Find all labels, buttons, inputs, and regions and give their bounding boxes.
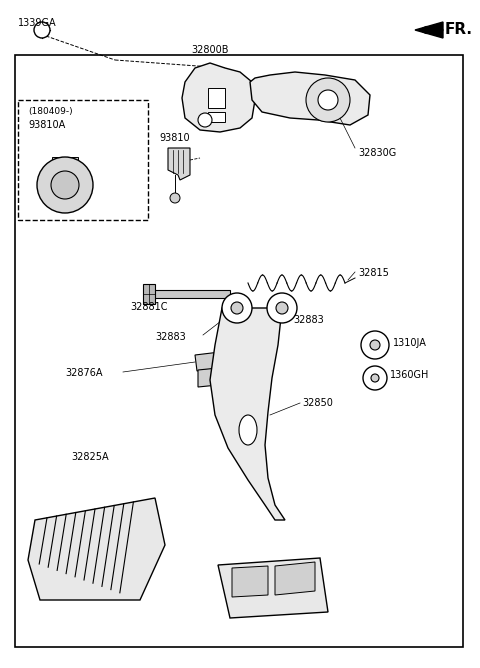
Circle shape [370, 340, 380, 350]
Text: 32815: 32815 [358, 268, 389, 278]
Text: 93810A: 93810A [28, 120, 65, 130]
Circle shape [222, 293, 252, 323]
Circle shape [306, 78, 350, 122]
Polygon shape [210, 308, 285, 520]
Polygon shape [208, 88, 225, 108]
Circle shape [231, 302, 243, 314]
Polygon shape [182, 63, 255, 132]
Circle shape [276, 302, 288, 314]
Polygon shape [195, 352, 222, 371]
Circle shape [170, 193, 180, 203]
Bar [15, 55, 463, 647]
Circle shape [34, 22, 50, 38]
Text: 1339GA: 1339GA [18, 18, 57, 28]
Text: 93810: 93810 [160, 133, 190, 143]
Circle shape [371, 374, 379, 382]
Circle shape [37, 157, 93, 213]
Ellipse shape [239, 415, 257, 445]
Polygon shape [28, 498, 165, 600]
Text: 32883: 32883 [155, 332, 186, 342]
Polygon shape [198, 368, 218, 387]
FancyBboxPatch shape [18, 100, 148, 220]
Circle shape [267, 293, 297, 323]
Text: 32830G: 32830G [358, 148, 396, 158]
Polygon shape [208, 112, 225, 122]
Circle shape [363, 366, 387, 390]
Polygon shape [275, 562, 315, 595]
Text: 32800B: 32800B [191, 45, 229, 55]
Text: 32825A: 32825A [71, 452, 109, 462]
Circle shape [198, 113, 212, 127]
Polygon shape [168, 148, 190, 180]
Text: 32883: 32883 [293, 315, 324, 325]
Text: 1360GH: 1360GH [390, 370, 430, 380]
Circle shape [51, 171, 79, 199]
Polygon shape [148, 290, 230, 298]
Text: FR.: FR. [445, 22, 473, 37]
Circle shape [318, 90, 338, 110]
Polygon shape [232, 566, 268, 597]
Text: 32850: 32850 [302, 398, 333, 408]
Circle shape [361, 331, 389, 359]
Text: (180409-): (180409-) [28, 107, 72, 116]
Polygon shape [52, 157, 78, 163]
Text: 32876A: 32876A [65, 368, 103, 378]
Polygon shape [143, 284, 155, 304]
Polygon shape [250, 72, 370, 125]
Polygon shape [218, 558, 328, 618]
Text: 32881C: 32881C [130, 302, 168, 312]
Polygon shape [415, 22, 443, 38]
Text: 1310JA: 1310JA [393, 338, 427, 348]
